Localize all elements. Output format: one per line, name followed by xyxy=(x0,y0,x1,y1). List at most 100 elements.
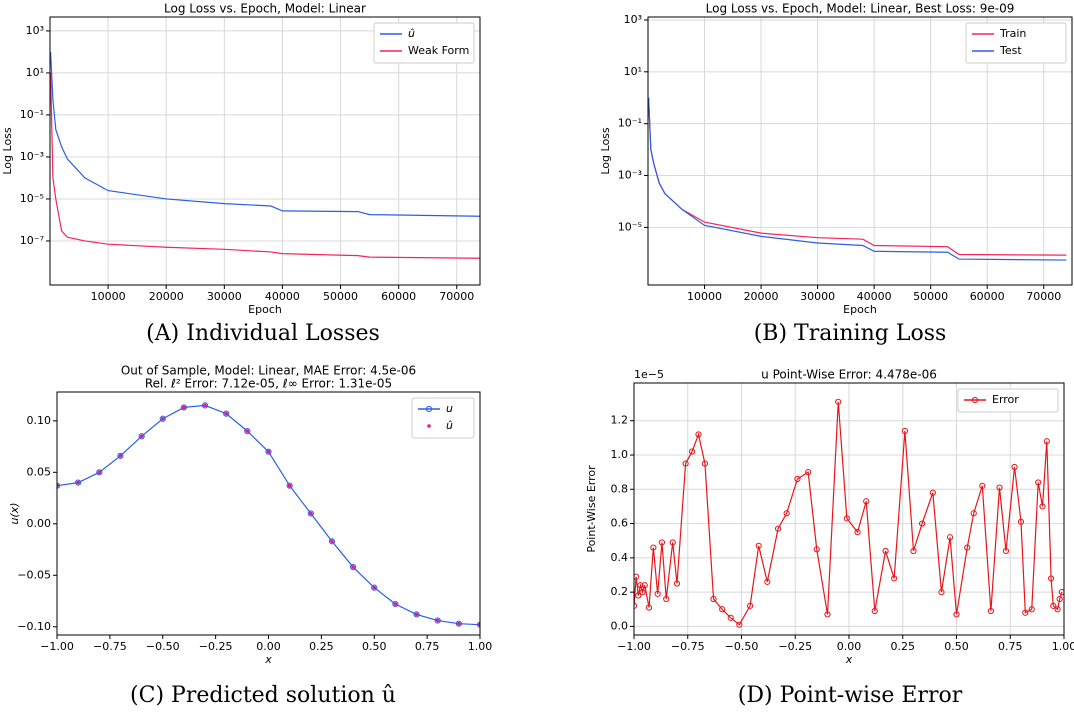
x-tick-label: 20000 xyxy=(149,290,184,303)
data-point xyxy=(328,538,336,545)
data-point xyxy=(245,429,250,433)
data-point xyxy=(774,525,782,532)
x-tick-label: −0.25 xyxy=(778,640,812,653)
data-point xyxy=(434,617,441,624)
data-point xyxy=(160,416,165,421)
data-point xyxy=(1043,438,1050,445)
legend-box xyxy=(411,397,475,439)
y-tick-label: 1.2 xyxy=(611,414,629,427)
plot-frame xyxy=(633,382,1065,636)
x-tick-label: 70000 xyxy=(1026,290,1061,303)
x-tick-label: 30000 xyxy=(207,290,242,303)
data-point xyxy=(658,539,666,546)
data-point xyxy=(938,589,945,596)
data-point xyxy=(650,544,657,551)
y-tick-label: 10³ xyxy=(26,24,44,37)
data-point xyxy=(330,539,334,544)
x-tick-label: −0.50 xyxy=(146,640,180,653)
data-point xyxy=(882,547,889,555)
chart-title: Log Loss vs. Epoch, Model: Linear, Best … xyxy=(706,2,1015,16)
data-point xyxy=(1048,575,1055,582)
data-point xyxy=(701,460,709,467)
data-point xyxy=(637,582,644,589)
data-point xyxy=(710,595,717,603)
data-point xyxy=(457,621,461,626)
y-tick-label: −0.05 xyxy=(17,568,51,581)
legend-label: û xyxy=(446,419,453,432)
data-point xyxy=(286,482,293,489)
data-point xyxy=(76,480,80,485)
x-tick-label: 0.25 xyxy=(891,640,916,653)
y-tick-label: 10⁻³ xyxy=(20,150,44,163)
x-tick-label: 10000 xyxy=(687,290,722,303)
y-offset-label: 1e−5 xyxy=(634,368,664,381)
data-line xyxy=(634,401,1063,626)
x-tick-label: 0.25 xyxy=(309,640,334,653)
x-tick-label: 50000 xyxy=(323,290,358,303)
x-tick-label: 0.50 xyxy=(944,640,969,653)
data-point xyxy=(1050,602,1057,609)
data-point xyxy=(970,510,977,517)
series xyxy=(50,51,480,217)
legend-box xyxy=(957,388,1059,413)
data-point xyxy=(223,410,230,417)
y-tick-label: 1.0 xyxy=(611,448,629,461)
data-point xyxy=(309,511,313,516)
data-point xyxy=(1002,547,1010,555)
chart-title: Out of Sample, Model: Linear, MAE Error:… xyxy=(121,364,416,378)
data-point xyxy=(1039,503,1046,510)
y-tick-label: 10⁻¹ xyxy=(20,108,44,121)
data-point xyxy=(755,542,762,549)
data-point xyxy=(891,575,898,582)
x-axis-label: Epoch xyxy=(843,303,877,316)
data-point xyxy=(843,515,850,522)
y-tick-label: 10⁻³ xyxy=(618,169,642,182)
data-point xyxy=(946,534,954,541)
x-tick-label: 20000 xyxy=(744,290,779,303)
data-point xyxy=(719,606,726,613)
y-tick-label: 0.10 xyxy=(27,414,52,427)
data-line xyxy=(50,72,480,259)
plot-frame xyxy=(647,16,1073,286)
caption: (C) Predicted solution û xyxy=(130,683,396,708)
data-point xyxy=(97,470,102,475)
data-point xyxy=(682,460,689,467)
data-point xyxy=(414,612,419,617)
data-point xyxy=(1056,595,1063,603)
x-tick-label: 0.75 xyxy=(998,640,1023,653)
data-point xyxy=(663,595,670,603)
data-line xyxy=(648,97,1067,261)
legend-box xyxy=(373,22,475,64)
data-point xyxy=(863,498,870,505)
data-point xyxy=(824,611,831,618)
y-tick-label: 10⁻⁵ xyxy=(618,220,642,233)
data-point xyxy=(266,449,271,454)
data-point xyxy=(413,611,420,618)
data-point xyxy=(1058,589,1064,596)
data-point xyxy=(1054,606,1061,613)
data-point xyxy=(1017,518,1025,525)
y-axis-label: Log Loss xyxy=(1,127,14,175)
x-tick-label: −1.00 xyxy=(40,640,74,653)
data-point xyxy=(688,448,696,455)
x-tick-label: 10000 xyxy=(91,290,126,303)
data-point xyxy=(871,607,878,615)
data-point xyxy=(455,620,462,627)
legend-label: u xyxy=(446,402,453,415)
y-tick-label: 0.05 xyxy=(27,465,52,478)
y-tick-label: 10¹ xyxy=(624,65,642,78)
y-tick-label: 10⁻⁷ xyxy=(20,234,44,247)
data-point xyxy=(835,398,842,405)
y-tick-label: −0.10 xyxy=(17,620,51,633)
chart-title: Log Loss vs. Epoch, Model: Linear xyxy=(164,2,366,16)
y-tick-label: 0.0 xyxy=(611,619,629,632)
legend-marker xyxy=(971,396,979,404)
data-point xyxy=(117,452,124,459)
x-tick-label: 0.00 xyxy=(256,640,281,653)
y-tick-label: 0.2 xyxy=(611,585,629,598)
data-point xyxy=(139,434,144,439)
data-point xyxy=(910,547,917,555)
x-tick-label: 1.00 xyxy=(468,640,493,653)
data-point xyxy=(371,584,378,591)
caption: (A) Individual Losses xyxy=(146,321,380,346)
